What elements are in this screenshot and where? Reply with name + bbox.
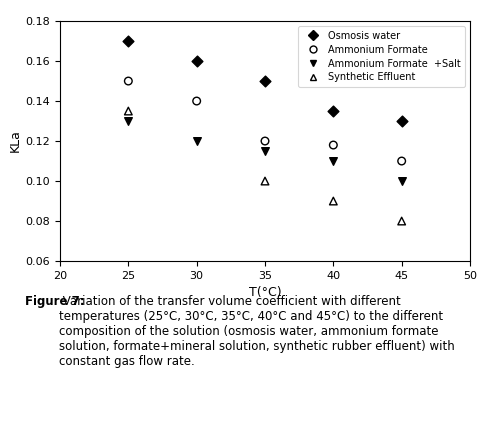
- Legend: Osmosis water, Ammonium Formate, Ammonium Formate  +Salt, Synthetic Effluent: Osmosis water, Ammonium Formate, Ammoniu…: [298, 26, 465, 87]
- Point: [192, 138, 200, 144]
- Y-axis label: KLa: KLa: [8, 130, 22, 152]
- Point: [124, 37, 132, 44]
- Point: [124, 108, 132, 115]
- Point: [261, 138, 269, 144]
- Text: Variation of the transfer volume coefficient with different
temperatures (25°C, : Variation of the transfer volume coeffic…: [59, 295, 455, 368]
- Point: [261, 178, 269, 184]
- Point: [330, 197, 338, 204]
- Point: [398, 157, 406, 164]
- Point: [192, 98, 200, 104]
- X-axis label: T(°C): T(°C): [248, 286, 282, 299]
- Point: [330, 141, 338, 148]
- Point: [124, 117, 132, 124]
- Point: [398, 178, 406, 184]
- Point: [192, 58, 200, 64]
- Point: [261, 77, 269, 84]
- Point: [398, 117, 406, 124]
- Point: [330, 108, 338, 115]
- Point: [398, 218, 406, 224]
- Point: [124, 77, 132, 84]
- Text: Figure 7:: Figure 7:: [25, 295, 84, 308]
- Point: [261, 148, 269, 155]
- Point: [330, 157, 338, 164]
